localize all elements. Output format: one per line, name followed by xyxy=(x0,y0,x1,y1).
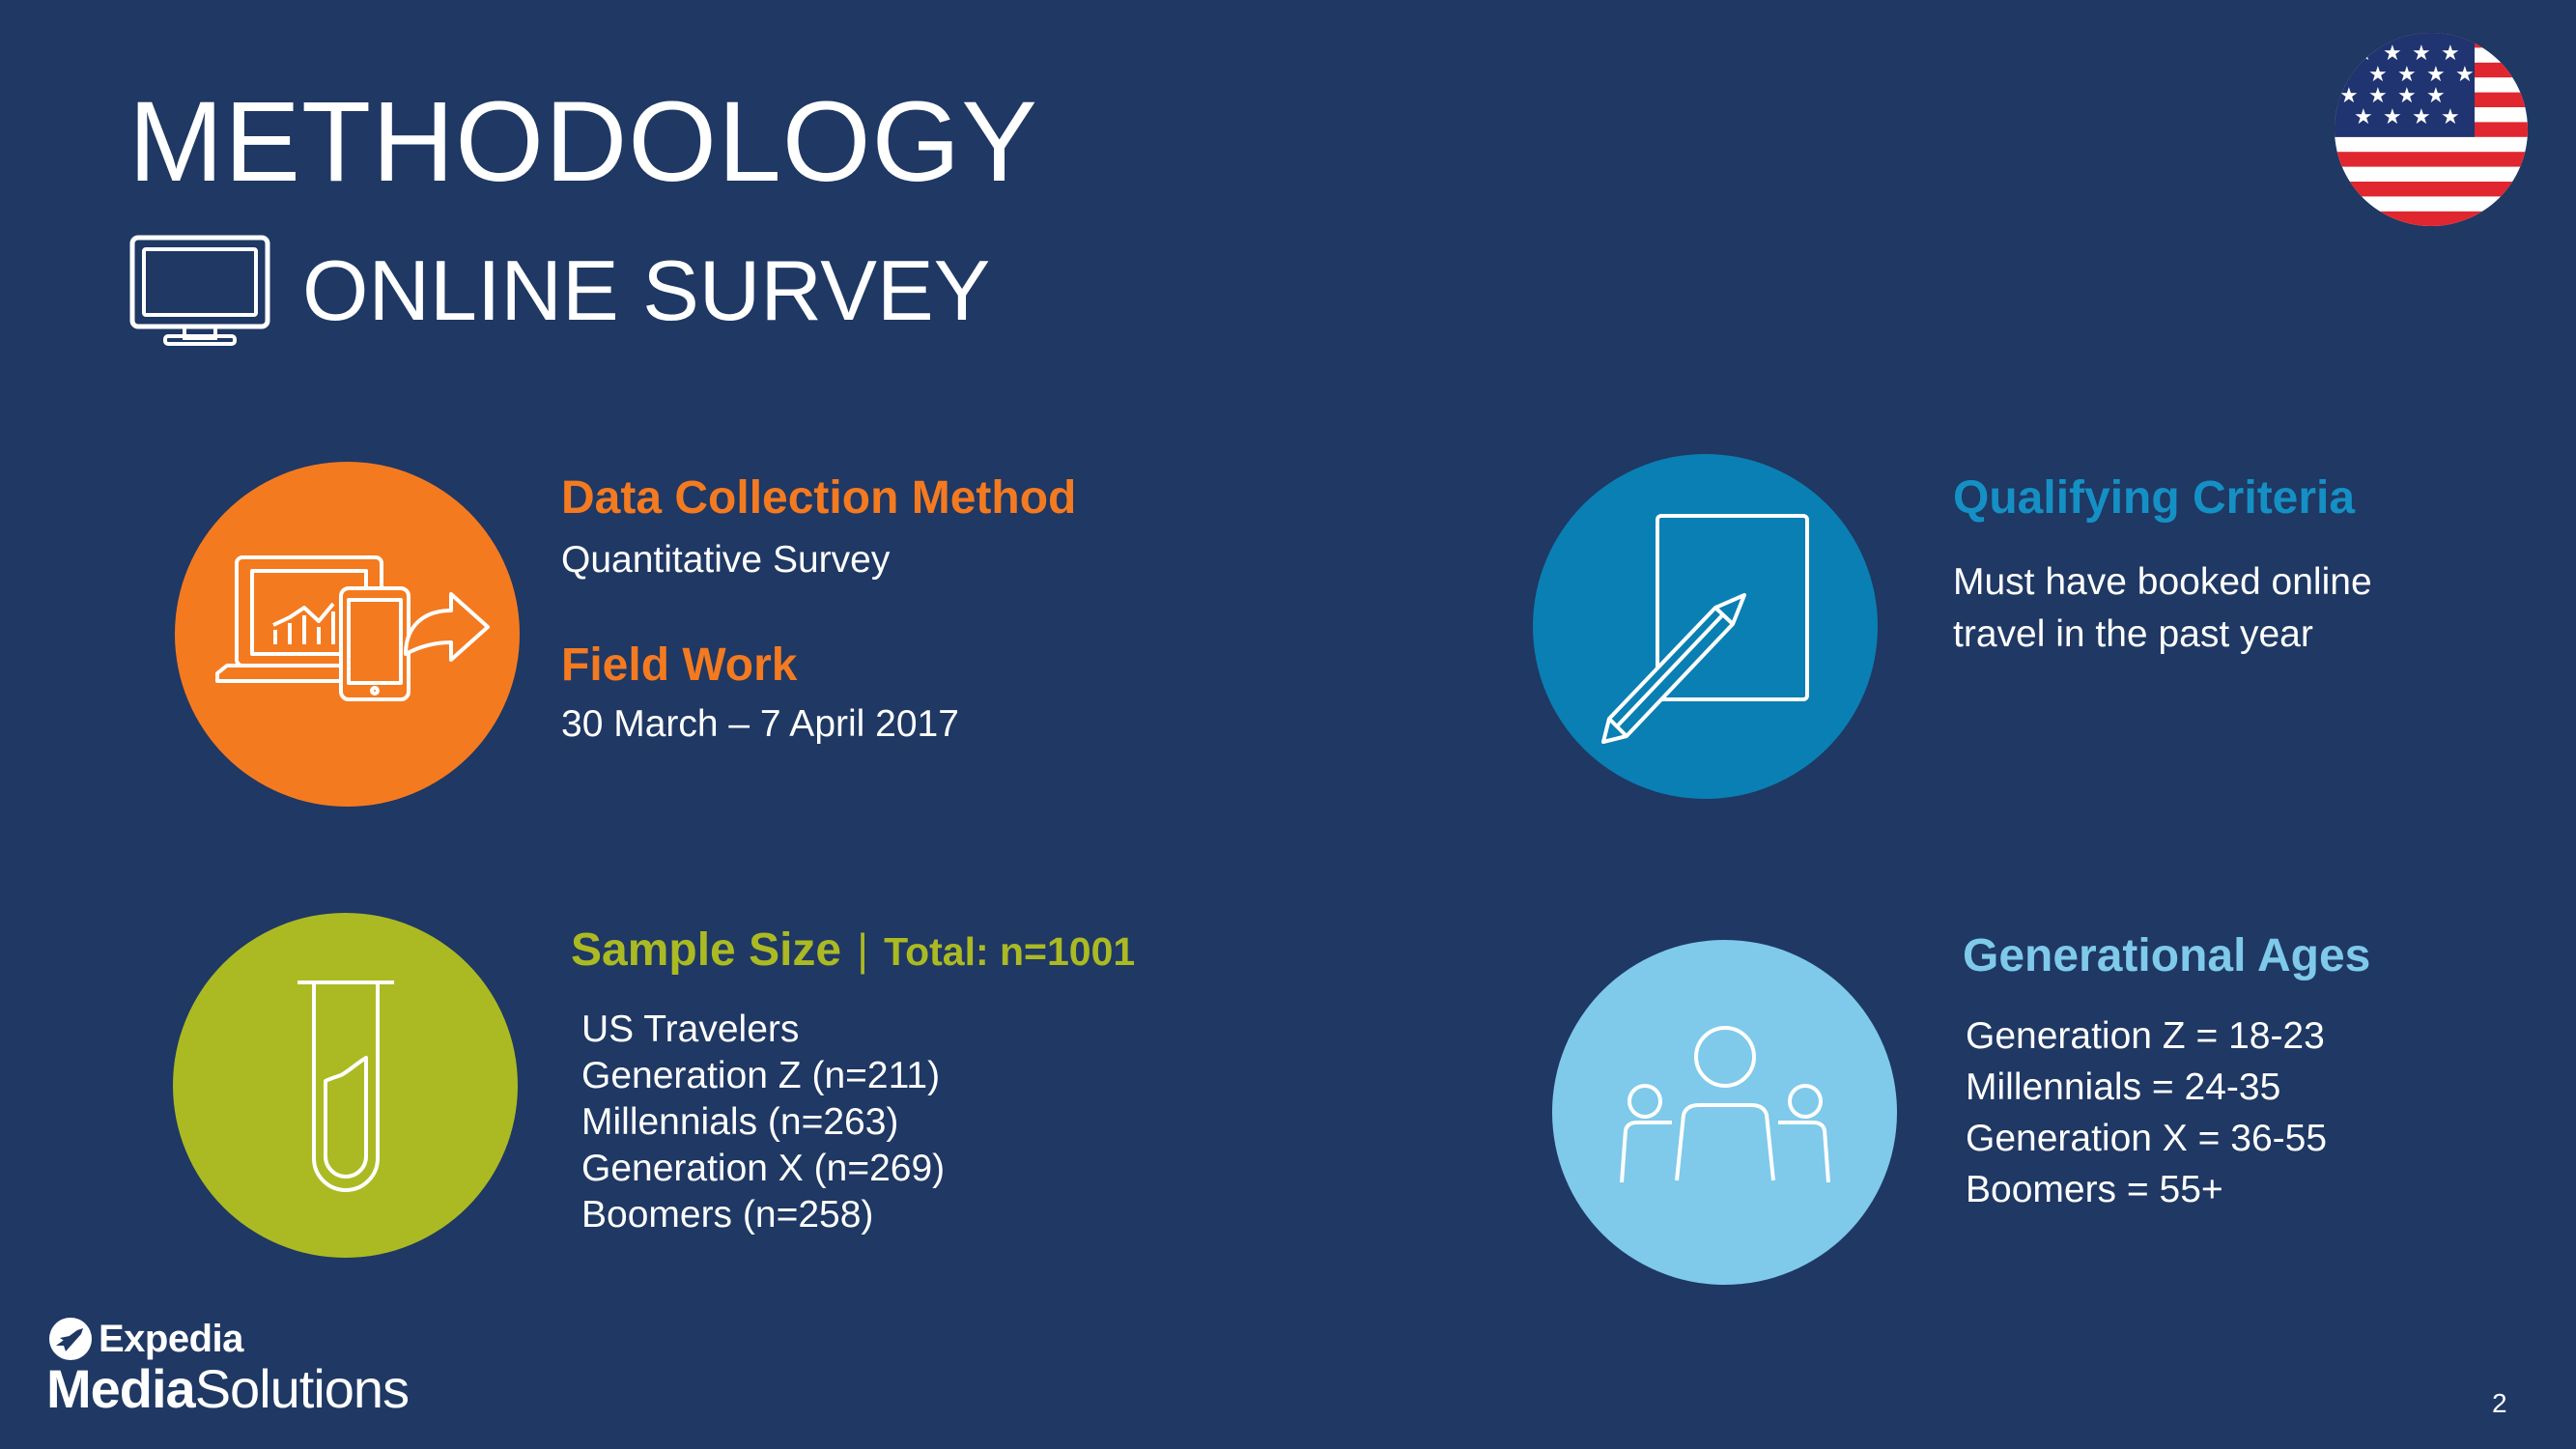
logo-word-expedia: Expedia xyxy=(99,1317,243,1360)
data-collection-circle xyxy=(175,462,520,807)
svg-text:★: ★ xyxy=(2441,105,2460,129)
people-group-icon xyxy=(1619,1025,1830,1182)
page-number: 2 xyxy=(2492,1388,2507,1418)
sample-size-heading: Sample Size xyxy=(571,924,842,976)
svg-text:★: ★ xyxy=(2426,84,2446,108)
monitor-icon xyxy=(129,235,270,346)
qualifying-circle xyxy=(1533,454,1878,799)
svg-text:★: ★ xyxy=(2412,42,2431,66)
expedia-logo: Expedia xyxy=(48,1317,243,1361)
data-collection-text: Quantitative Survey xyxy=(561,539,891,581)
list-item: Boomers = 55+ xyxy=(1966,1169,2223,1211)
list-item: Generation X = 36-55 xyxy=(1966,1118,2328,1160)
svg-text:★: ★ xyxy=(2397,84,2417,108)
test-tube-icon xyxy=(297,980,394,1192)
sample-size-separator: | xyxy=(857,924,869,975)
sample-size-heading-row: Sample Size | Total: n=1001 xyxy=(571,924,1136,977)
generational-ages-circle xyxy=(1552,940,1897,1285)
notepad-pencil-icon xyxy=(1600,513,1809,744)
logo-word-solutions: Solutions xyxy=(194,1358,410,1419)
svg-text:★: ★ xyxy=(2441,42,2460,66)
svg-text:★: ★ xyxy=(2412,105,2431,129)
list-item: Generation X (n=269) xyxy=(581,1147,946,1189)
page-subtitle: ONLINE SURVEY xyxy=(302,242,991,338)
media-solutions-logo: MediaSolutions xyxy=(46,1362,410,1416)
field-work-text: 30 March – 7 April 2017 xyxy=(561,703,959,745)
list-item: Millennials (n=263) xyxy=(581,1100,899,1143)
svg-text:★: ★ xyxy=(2383,42,2402,66)
sample-size-total: Total: n=1001 xyxy=(884,929,1136,974)
list-item: US Travelers xyxy=(581,1009,800,1050)
qualifying-heading: Qualifying Criteria xyxy=(1953,472,2356,524)
svg-text:★: ★ xyxy=(2397,63,2417,87)
data-collection-heading: Data Collection Method xyxy=(561,472,1077,524)
page-title: METHODOLOGY xyxy=(128,78,1038,206)
svg-text:★: ★ xyxy=(2426,63,2446,87)
sample-size-circle xyxy=(173,913,518,1258)
generational-ages-heading: Generational Ages xyxy=(1963,930,2371,981)
svg-text:★: ★ xyxy=(2354,105,2373,129)
list-item: Generation Z (n=211) xyxy=(581,1054,941,1096)
generational-ages-list: Generation Z = 18-23 Millennials = 24-35… xyxy=(1966,1010,2327,1215)
svg-text:★: ★ xyxy=(2339,84,2359,108)
list-item: Millennials = 24-35 xyxy=(1966,1066,2281,1109)
qualifying-text: Must have booked online travel in the pa… xyxy=(1953,556,2372,661)
logo-word-media: Media xyxy=(46,1358,196,1419)
laptop-tablet-chart-icon xyxy=(214,554,490,701)
us-flag-icon: ★ ★ ★ ★ ★ ★ ★ ★ ★ ★ ★ ★ ★ ★ ★ ★ xyxy=(2335,33,2528,226)
list-item: Boomers (n=258) xyxy=(581,1193,874,1236)
list-item: Generation Z = 18-23 xyxy=(1966,1015,2325,1057)
svg-text:★: ★ xyxy=(2368,84,2388,108)
qualifying-line: Must have booked online xyxy=(1953,561,2372,603)
svg-text:★: ★ xyxy=(2383,105,2402,129)
qualifying-line: travel in the past year xyxy=(1953,612,2313,655)
svg-text:★: ★ xyxy=(2368,63,2388,87)
svg-text:★: ★ xyxy=(2455,63,2475,87)
sample-size-list: US Travelers Generation Z (n=211) Millen… xyxy=(581,1007,945,1238)
subtitle-row: ONLINE SURVEY xyxy=(128,230,990,351)
plane-globe-icon xyxy=(49,1318,92,1360)
field-work-heading: Field Work xyxy=(561,639,798,691)
